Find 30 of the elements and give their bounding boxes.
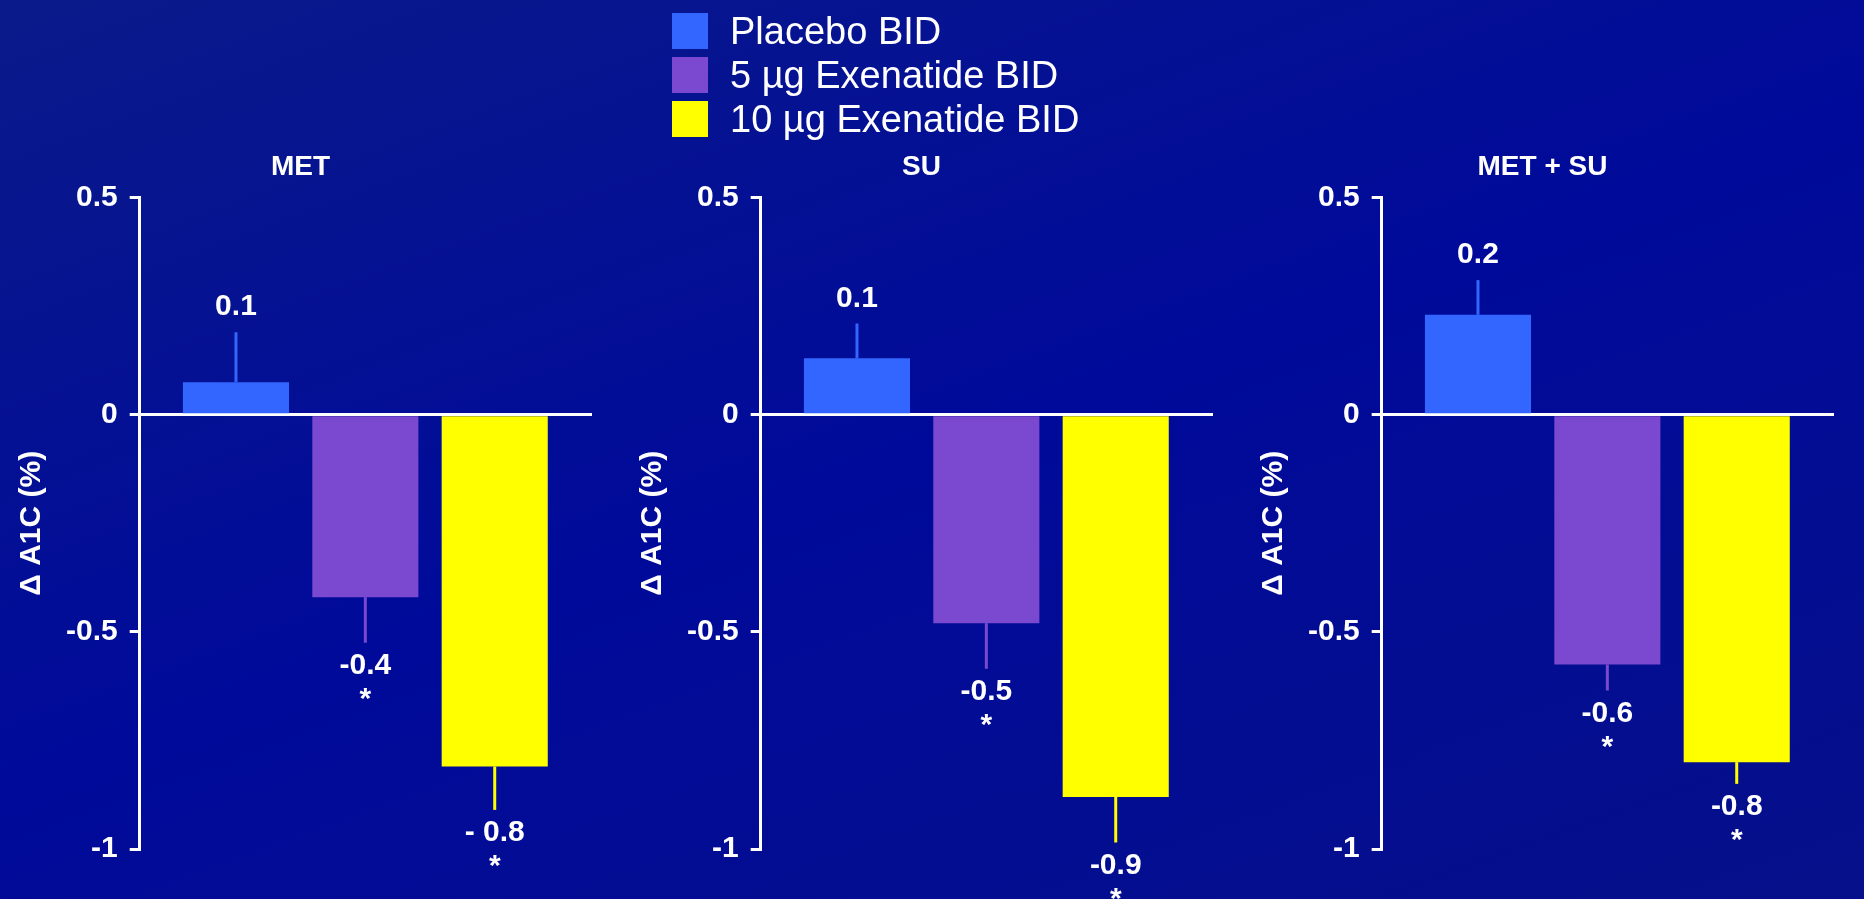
data-label: 0.2 — [1457, 236, 1499, 270]
data-label: -0.6 * — [1581, 694, 1634, 762]
y-tick-label: -1 — [91, 830, 118, 864]
legend-label: 5 µg Exenatide BID — [730, 53, 1059, 97]
chart-title: SU — [902, 149, 941, 181]
data-label: -0.5 * — [960, 673, 1013, 741]
data-label: - 0.8 * — [464, 814, 525, 882]
y-tick-label: -0.5 — [1307, 613, 1360, 647]
y-tick-label: -1 — [712, 830, 739, 864]
y-axis-title: Δ A1C (%) — [13, 450, 47, 596]
chart-title: MET — [270, 149, 331, 181]
y-tick-label: 0 — [1343, 396, 1360, 429]
y-axis-title: Δ A1C (%) — [634, 450, 668, 596]
data-label: 0.1 — [836, 279, 878, 313]
y-tick-label: -0.5 — [686, 613, 739, 647]
chart-title: MET + SU — [1477, 149, 1608, 181]
y-tick-label: 0.5 — [75, 178, 118, 212]
y-tick-label: 0 — [101, 396, 118, 429]
y-tick-label: 0 — [722, 396, 739, 429]
y-tick-label: 0.5 — [696, 178, 739, 212]
legend-label: 10 µg Exenatide BID — [730, 97, 1080, 141]
y-axis-title: Δ A1C (%) — [1255, 450, 1289, 596]
data-label: -0.8 * — [1710, 788, 1763, 856]
y-tick-label: -0.5 — [65, 613, 118, 647]
data-label: 0.1 — [215, 288, 257, 322]
data-label: -0.9 * — [1089, 846, 1142, 899]
y-tick-label: -1 — [1333, 830, 1360, 864]
data-label: -0.4 * — [339, 646, 392, 714]
y-tick-label: 0.5 — [1317, 178, 1360, 212]
legend-label: Placebo BID — [730, 9, 942, 53]
